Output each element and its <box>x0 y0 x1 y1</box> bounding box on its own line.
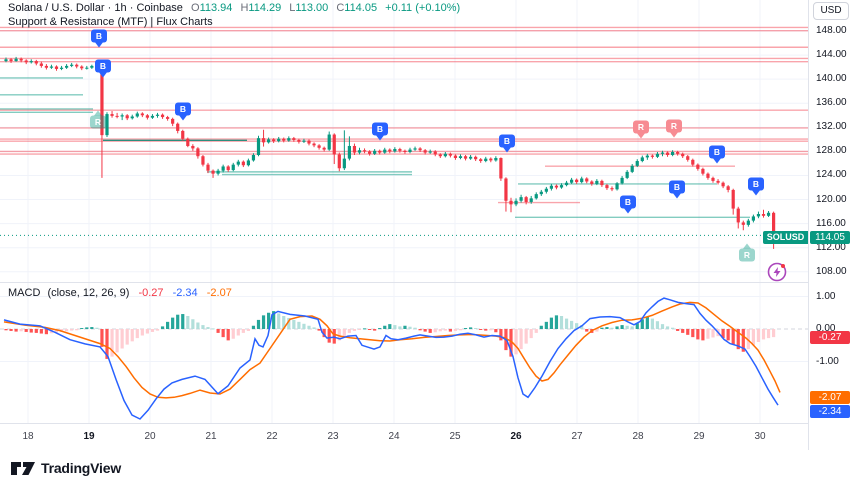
svg-text:R: R <box>671 121 677 131</box>
macd-hist-value: -0.27 <box>138 287 164 299</box>
price-tick-label: 148.00 <box>816 25 847 36</box>
macd-tick-label: 1.00 <box>816 290 836 302</box>
high-label: H <box>240 2 249 14</box>
svg-text:R: R <box>744 250 750 260</box>
macd-legend[interactable]: MACD (close, 12, 26, 9) -0.27 -2.34 -2.0… <box>8 287 232 300</box>
time-axis[interactable]: 18 19 20 21 22 23 24 25 26 27 28 29 30 <box>0 423 808 452</box>
tradingview-logo-text: TradingView <box>41 460 122 476</box>
time-axis-label: 24 <box>388 431 400 442</box>
current-symbol-tag: SOLUSD <box>763 231 808 244</box>
currency-usd-button[interactable]: USD <box>813 2 849 20</box>
resistance-alert-badge: R <box>633 120 649 139</box>
macd-line <box>3 297 779 420</box>
open-value: 113.94 <box>199 2 233 14</box>
svg-text:B: B <box>100 61 106 71</box>
interval-label[interactable]: 1h <box>114 2 127 14</box>
time-axis-label: 25 <box>449 431 461 442</box>
close-value: 114.05 <box>344 2 378 14</box>
price-tick-label: 128.00 <box>816 145 847 157</box>
flux-lightning-icon <box>767 262 787 282</box>
macd-tick-label: -1.00 <box>816 355 839 367</box>
svg-text:B: B <box>753 179 759 189</box>
low-value: 113.00 <box>295 2 329 14</box>
svg-text:R: R <box>638 122 644 132</box>
time-axis-label: 23 <box>327 431 339 442</box>
svg-text:B: B <box>504 136 510 146</box>
price-tick-label: 140.00 <box>816 73 847 85</box>
price-tick-label: 120.00 <box>816 193 847 205</box>
macd-hist-tag: -0.27 <box>810 331 850 344</box>
time-axis-label: 22 <box>266 431 278 442</box>
time-axis-label: 18 <box>22 431 34 442</box>
low-label: L <box>289 2 296 14</box>
price-tick-label: 124.00 <box>816 169 847 181</box>
open-label: O <box>191 2 200 14</box>
price-tick-label: 144.00 <box>816 49 847 61</box>
buy-signal-badge: B <box>95 59 111 78</box>
time-axis-label: 19 <box>83 431 95 442</box>
current-price-tag: 114.05 <box>810 231 850 244</box>
price-tick-label: 132.00 <box>816 121 847 133</box>
time-axis-label: 26 <box>510 431 522 442</box>
time-axis-label: 29 <box>693 431 705 442</box>
price-tick-label: 112.00 <box>816 241 846 253</box>
buy-signal-badge: B <box>709 145 725 164</box>
price-tick-label: 136.00 <box>816 97 847 109</box>
price-tick-label: 116.00 <box>816 217 846 229</box>
time-axis-label: 30 <box>754 431 766 442</box>
macd-line-value: -2.34 <box>172 287 198 299</box>
svg-text:B: B <box>96 31 102 41</box>
time-axis-label: 21 <box>205 431 217 442</box>
resistance-alert-badge: R <box>666 119 682 138</box>
indicator-title[interactable]: Support & Resistance (MTF) | Flux Charts <box>8 16 213 28</box>
exchange-label: Coinbase <box>136 2 183 14</box>
retest-badge: R <box>90 110 106 129</box>
svg-text:B: B <box>625 197 631 207</box>
tradingview-logo-icon <box>11 462 35 475</box>
buy-signal-badge: B <box>175 102 191 121</box>
support-resistance-layer <box>0 26 808 219</box>
macd-tick-label: 0.00 <box>816 323 836 334</box>
macd-histogram-layer <box>4 311 776 359</box>
high-value: 114.29 <box>248 2 282 14</box>
macd-signal-line <box>3 301 781 399</box>
buy-signal-badge: B <box>91 29 107 48</box>
grid-layer <box>0 0 808 423</box>
buy-signal-badge: B <box>499 134 515 153</box>
svg-text:R: R <box>95 117 101 127</box>
close-label: C <box>336 2 345 14</box>
candles-layer <box>4 56 776 249</box>
buy-signal-badge: B <box>372 122 388 141</box>
price-axis[interactable]: USD 148.00 144.00 140.00 136.00 132.00 128.00… <box>808 0 852 450</box>
footer: TradingView <box>0 450 852 485</box>
svg-text:B: B <box>180 104 186 114</box>
buy-signal-badge: B <box>748 177 764 196</box>
buy-signal-badge: B <box>669 180 685 199</box>
price-tick-label: 108.00 <box>816 265 847 277</box>
macd-line-tag: -2.34 <box>810 405 850 418</box>
svg-text:B: B <box>714 147 720 157</box>
symbol-legend[interactable]: Solana / U.S. Dollar · 1h · Coinbase O11… <box>8 2 461 14</box>
macd-signal-tag: -2.07 <box>810 391 850 404</box>
price-and-macd-panes[interactable]: B B B B B B B B B R R R R <box>0 0 808 423</box>
chart-canvas[interactable]: B B B B B B B B B R R R R Solana / U.S. Dollar · 1h … <box>0 0 808 423</box>
change-value: +0.11 (+0.10%) <box>385 2 461 14</box>
retest-badge: R <box>739 243 755 262</box>
time-axis-label: 27 <box>571 431 583 442</box>
svg-text:B: B <box>674 182 680 192</box>
time-axis-label: 28 <box>632 431 644 442</box>
macd-params: (close, 12, 26, 9) <box>47 287 130 299</box>
macd-signal-value: -2.07 <box>206 287 232 299</box>
time-axis-label: 20 <box>144 431 156 442</box>
indicator-legend[interactable]: Support & Resistance (MTF) | Flux Charts <box>8 16 213 29</box>
macd-title[interactable]: MACD <box>8 287 41 299</box>
tradingview-logo[interactable]: TradingView <box>10 457 121 479</box>
symbol-title[interactable]: Solana / U.S. Dollar <box>8 2 105 14</box>
svg-text:B: B <box>377 124 383 134</box>
buy-signal-badge: B <box>620 195 636 214</box>
